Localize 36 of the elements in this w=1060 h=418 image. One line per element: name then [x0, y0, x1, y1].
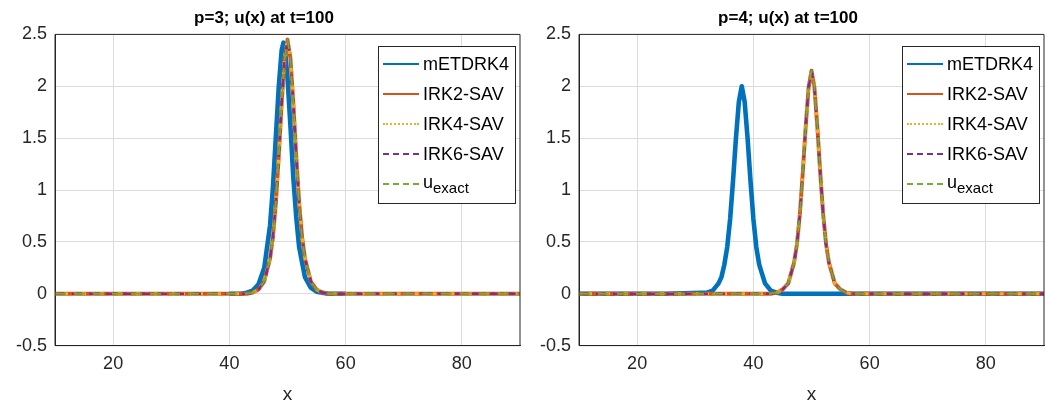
- legend-label: IRK2-SAV: [422, 83, 504, 105]
- y-tick-label: 1.5: [21, 127, 48, 148]
- legend-label: mETDRK4: [422, 53, 509, 75]
- chart-title: p=3; u(x) at t=100: [194, 7, 334, 27]
- y-tick-label: 2: [37, 75, 48, 96]
- legend-label: IRK4-SAV: [422, 113, 504, 135]
- x-tick-label: 80: [975, 353, 996, 374]
- legend-label: IRK4-SAV: [946, 113, 1028, 135]
- x-axis-title: x: [806, 382, 817, 404]
- y-tick-label: 0: [37, 282, 48, 303]
- y-tick-label: -0.5: [539, 334, 572, 355]
- y-tick-label: -0.5: [15, 334, 48, 355]
- legend-label: u$_{exact}$: [422, 172, 469, 196]
- x-tick-label: 20: [103, 353, 124, 374]
- x-tick-label: 80: [451, 353, 472, 374]
- legend-label: u$_{exact}$: [946, 172, 993, 196]
- chart-title: p=4; u(x) at t=100: [718, 7, 858, 27]
- y-tick-label: 0.5: [21, 230, 48, 251]
- x-tick-label: 20: [627, 353, 648, 374]
- legend-label: IRK6-SAV: [422, 143, 504, 165]
- y-tick-label: 2.5: [545, 23, 572, 44]
- y-tick-label: 2.5: [21, 23, 48, 44]
- x-tick-label: 60: [859, 353, 880, 374]
- legend-label: IRK2-SAV: [946, 83, 1028, 105]
- legend-label: mETDRK4: [946, 53, 1033, 75]
- y-tick-label: 1.5: [545, 127, 572, 148]
- x-tick-label: 40: [743, 353, 764, 374]
- y-tick-label: 2: [561, 75, 572, 96]
- x-tick-label: 40: [219, 353, 240, 374]
- legend-label: IRK6-SAV: [946, 143, 1028, 165]
- y-tick-label: 0.5: [545, 230, 572, 251]
- x-tick-label: 60: [335, 353, 356, 374]
- y-tick-label: 1: [37, 178, 48, 199]
- x-axis-title: x: [282, 382, 293, 404]
- y-tick-label: 0: [561, 282, 572, 303]
- y-tick-label: 1: [561, 178, 572, 199]
